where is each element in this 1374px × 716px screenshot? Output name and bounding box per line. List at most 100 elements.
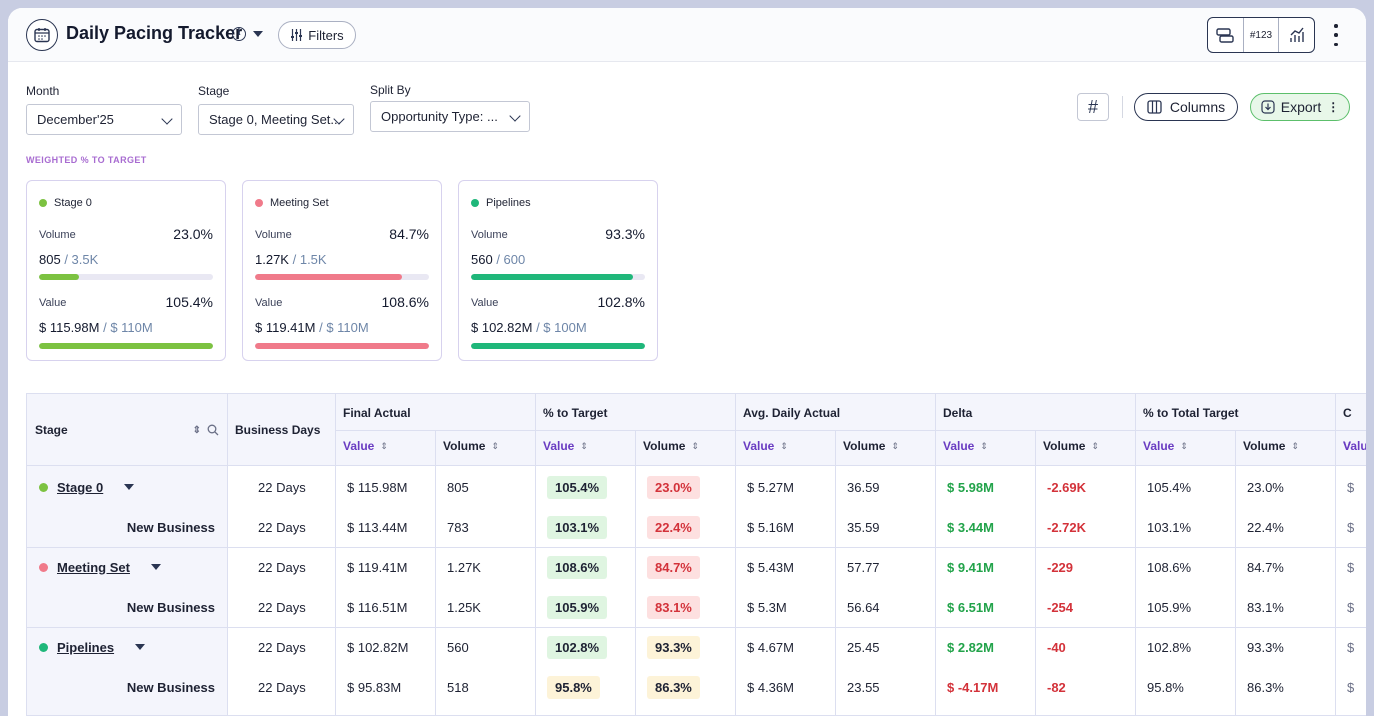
export-more-icon[interactable]: ⋮ <box>1327 100 1340 114</box>
table-cell: 1.27K <box>447 547 481 587</box>
stage-row-name[interactable]: Meeting Set <box>39 547 161 587</box>
subheader-label: Volume <box>443 439 486 453</box>
table-cell: 86.3% <box>1247 667 1284 707</box>
stage-link[interactable]: Pipelines <box>57 639 115 655</box>
tt_vol-value: 22.4% <box>1247 519 1284 535</box>
pt_vol-badge: 23.0% <box>647 475 700 499</box>
sort-icon: ⇕ <box>491 440 499 451</box>
table-view-toggle[interactable] <box>1208 18 1244 52</box>
status-dot <box>39 562 48 572</box>
table-cell: 518 <box>447 667 469 707</box>
sort-icon[interactable]: ⇕ <box>192 424 201 436</box>
divider <box>27 627 1366 628</box>
value-subheader[interactable]: Value⇕ <box>543 432 588 460</box>
sort-icon: ⇕ <box>691 440 699 451</box>
stage-select[interactable]: Stage 0, Meeting Set... <box>198 104 354 135</box>
business-days-cell: 22 Days <box>258 679 306 695</box>
pt_val-badge: 105.9% <box>547 595 608 619</box>
volume-progress-bar <box>39 274 213 280</box>
split-by-select[interactable]: Opportunity Type: ... <box>370 101 530 132</box>
search-icon[interactable] <box>207 424 219 436</box>
value-subheader[interactable]: Value⇕ <box>743 432 788 460</box>
value-subheader[interactable]: Value⇕ <box>1343 432 1366 460</box>
expand-caret-icon[interactable] <box>150 564 161 570</box>
d_vol-value: -40 <box>1047 639 1066 655</box>
fa_vol-value: 1.27K <box>447 559 481 575</box>
divider <box>535 394 536 715</box>
summary-card: Stage 0 Volume 23.0% 805 / 3.5K Value 10… <box>26 180 226 361</box>
stage-row-name[interactable]: Pipelines <box>39 627 146 667</box>
volume-progress-fill <box>471 274 634 280</box>
stage-header-label: Stage <box>35 423 68 437</box>
volume-percent: 23.0% <box>173 226 213 242</box>
volume-label: Volume <box>471 229 508 241</box>
ad_val-value: $ 5.3M <box>747 599 787 615</box>
table-cell: 93.3% <box>647 627 700 667</box>
value-subheader[interactable]: Value⇕ <box>1143 432 1188 460</box>
table-cell: 36.59 <box>847 467 880 507</box>
value-progress-bar <box>255 343 429 349</box>
hash-icon: # <box>1087 96 1098 117</box>
volume-subheader[interactable]: Volume ⇕ <box>643 432 699 460</box>
export-button[interactable]: Export ⋮ <box>1250 93 1350 121</box>
subheader-label: Value <box>343 439 375 453</box>
volume-progress-fill <box>39 274 80 280</box>
d_val-value: $ 2.82M <box>947 639 994 655</box>
card-title-label: Pipelines <box>486 197 531 209</box>
expand-caret-icon[interactable] <box>135 644 146 650</box>
number-view-toggle[interactable]: #123 <box>1244 18 1280 52</box>
tt_vol-value: 84.7% <box>1247 559 1284 575</box>
value-subheader[interactable]: V <box>1343 432 1351 460</box>
volume-progress-fill <box>255 274 403 280</box>
expand-caret-icon[interactable] <box>124 484 135 490</box>
status-dot <box>39 199 47 207</box>
pt_vol-badge: 86.3% <box>647 675 700 699</box>
table-cell: 102.8% <box>547 627 608 667</box>
volume-subheader[interactable]: Volume ⇕ <box>843 432 899 460</box>
subheader-label: Value <box>1143 439 1175 453</box>
columns-label: Columns <box>1169 99 1226 115</box>
hash-button[interactable]: # <box>1077 93 1109 121</box>
value-subheader[interactable]: Value⇕ <box>343 432 388 460</box>
column-group-header: Delta <box>943 406 973 420</box>
volume-subheader[interactable]: Volume ⇕ <box>1043 432 1099 460</box>
more-options-icon[interactable] <box>1331 24 1341 46</box>
stage-column-bg <box>27 466 227 715</box>
table-cell: 105.4% <box>1147 467 1191 507</box>
ad_val-value: $ 5.16M <box>747 519 794 535</box>
filters-button[interactable]: Filters <box>278 21 356 49</box>
divider <box>227 394 228 715</box>
stage-link[interactable]: Stage 0 <box>57 479 104 495</box>
columns-button[interactable]: Columns <box>1134 93 1238 121</box>
fa_val-value: $ 102.82M <box>347 639 409 655</box>
volume-subheader[interactable]: Volume ⇕ <box>1243 432 1299 460</box>
table-cell: -2.69K <box>1047 467 1086 507</box>
table-cell: $ 5.43M <box>747 547 794 587</box>
stage-link[interactable]: Meeting Set <box>57 559 130 575</box>
volume-subheader[interactable]: Volume ⇕ <box>443 432 499 460</box>
value-subheader[interactable]: Value⇕ <box>943 432 988 460</box>
fa_vol-value: 560 <box>447 639 469 655</box>
ad_vol-value: 25.45 <box>847 639 880 655</box>
tt_val-value: 103.1% <box>1147 519 1192 535</box>
top-bar: Daily Pacing Tracker i Filters #123 <box>8 8 1366 62</box>
fa_vol-value: 1.25K <box>447 599 481 615</box>
table-cell: 22.4% <box>647 507 700 547</box>
info-icon[interactable]: i <box>232 27 246 41</box>
table-cell: $ -4.17M <box>947 667 998 707</box>
table-cell: 108.6% <box>1147 547 1191 587</box>
month-select[interactable]: December'25 <box>26 104 182 135</box>
subheader-label: Value <box>743 439 775 453</box>
table-cell: 783 <box>447 507 469 547</box>
stage-row-name[interactable]: Stage 0 <box>39 467 135 507</box>
divider <box>335 430 1366 431</box>
chart-view-toggle[interactable] <box>1279 18 1314 52</box>
status-dot <box>39 642 48 652</box>
divider <box>735 394 736 715</box>
calendar-icon <box>26 19 58 51</box>
fa_val-value: $ 95.83M <box>347 679 402 695</box>
pt_vol-badge: 83.1% <box>647 595 700 619</box>
pt_val-badge: 108.6% <box>547 555 608 579</box>
sort-icon: ⇕ <box>891 440 899 451</box>
title-dropdown-caret-icon[interactable] <box>253 31 263 37</box>
